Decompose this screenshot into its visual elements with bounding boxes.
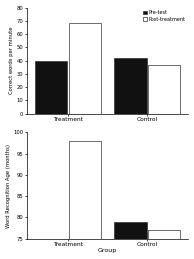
Bar: [69, 24, 101, 114]
Bar: [114, 222, 147, 259]
Bar: [148, 230, 180, 259]
Bar: [114, 58, 147, 114]
Y-axis label: Correct words per minute: Correct words per minute: [9, 27, 14, 94]
Y-axis label: Word Recognition Age (months): Word Recognition Age (months): [6, 143, 10, 227]
Legend: Pre-test, Post-treatment: Pre-test, Post-treatment: [143, 10, 186, 22]
Bar: [35, 61, 67, 114]
X-axis label: Group: Group: [98, 248, 117, 254]
Bar: [69, 141, 101, 259]
Bar: [148, 64, 180, 114]
